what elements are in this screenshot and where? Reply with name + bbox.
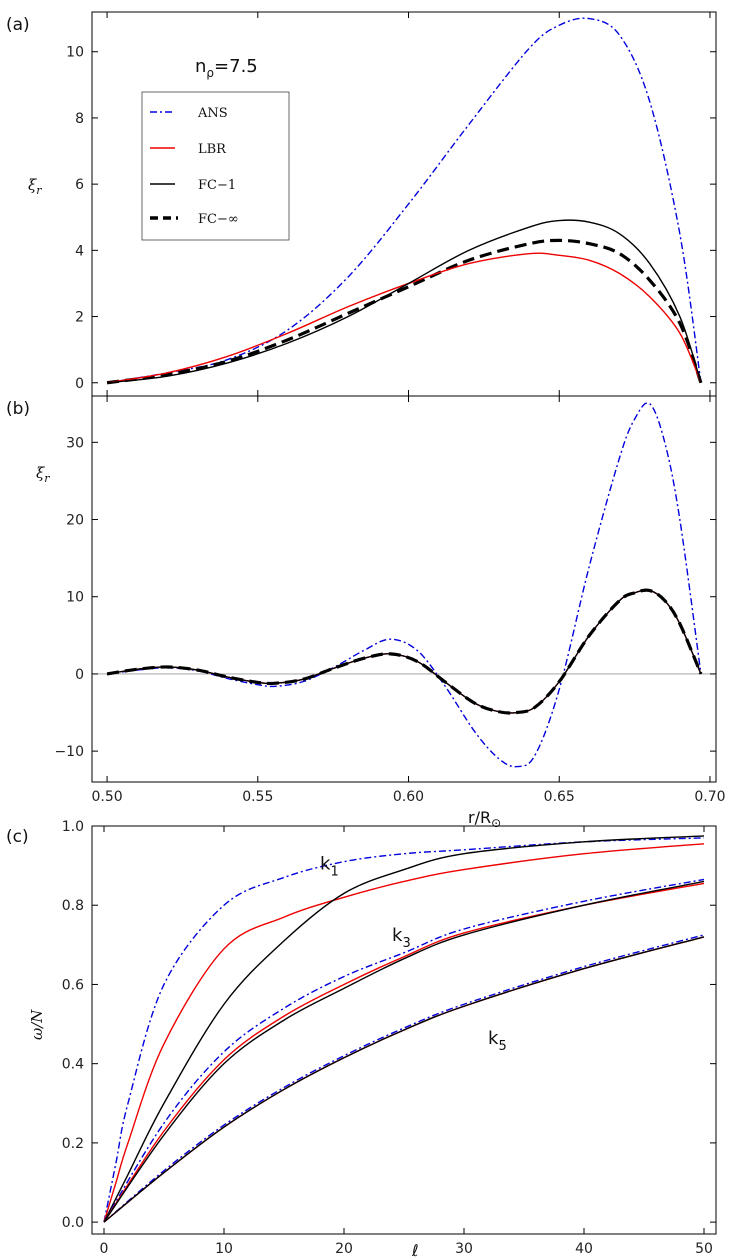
ytick-label: 8 [75, 111, 84, 127]
series-k5-lbr [103, 936, 705, 1223]
legend-label-fc1: FC−1 [198, 178, 236, 193]
panel-c-ylabel: ω/N [28, 1009, 46, 1040]
panel-a: (a) ξr 0 2 4 6 8 10 nρ=7.5 ANS LBR FC−1 FC−∞ [6, 11, 717, 397]
panel-c-xticks: 0 10 20 30 40 50 [100, 826, 713, 1257]
legend-box [141, 91, 290, 241]
panel-b-xticks: 0.50 0.55 0.60 0.65 0.70 [91, 396, 726, 805]
xtick-label: 0.55 [242, 789, 273, 805]
panel-c-annotations: k1 k3 k5 [320, 854, 507, 1054]
annotation-k3: k3 [392, 925, 411, 951]
panel-b-ylabel: ξr [36, 464, 50, 485]
ytick-label: 2 [75, 310, 84, 326]
xtick-label: 0.60 [393, 789, 424, 805]
ytick-label: 0.4 [62, 1057, 84, 1073]
series-k3-fc [103, 880, 705, 1223]
xtick-label: 20 [335, 1241, 353, 1257]
panel-a-ylabel: ξr [28, 176, 42, 197]
panel-a-xticks [106, 12, 711, 396]
series-k1-ans [103, 837, 705, 1223]
legend-label-fcinf: FC−∞ [198, 212, 239, 227]
ytick-label: 10 [66, 45, 84, 61]
legend-label-lbr: LBR [198, 142, 227, 157]
xtick-label: 10 [215, 1241, 233, 1257]
xtick-label: 0.65 [544, 789, 575, 805]
panel-b-frame [91, 395, 717, 783]
ytick-label: 1.0 [62, 819, 84, 835]
ytick-label: 6 [75, 177, 84, 193]
series-fc-1 [106, 219, 702, 384]
xtick-label: 30 [455, 1241, 473, 1257]
panel-b-xlabel: r/R⊙ [468, 808, 501, 830]
ytick-label: 0.6 [62, 977, 84, 993]
series-k5-ans [103, 934, 705, 1223]
ytick-label: 10 [66, 590, 84, 606]
series-ans [106, 402, 702, 768]
ytick-label: 0 [75, 667, 84, 683]
series-fc- [106, 588, 703, 715]
ytick-label: 0.0 [62, 1215, 84, 1231]
panel-a-yticks: 0 2 4 6 8 10 [66, 45, 716, 392]
panel-b-yticks: −10 0 10 20 30 [54, 435, 716, 760]
series-lbr [106, 252, 702, 384]
ytick-label: 0.8 [62, 898, 84, 914]
panel-c-xlabel: ℓ [411, 1241, 419, 1260]
panel-c: (c) ω/N 0.0 0.2 0.4 0.6 0.8 1.0 0 10 20 30 40 50 k… [6, 819, 717, 1260]
panel-c-series [103, 835, 705, 1223]
xtick-label: 0.50 [91, 789, 122, 805]
xtick-label: 50 [695, 1241, 713, 1257]
ytick-label: 4 [75, 243, 84, 259]
series-k3-ans [103, 878, 705, 1223]
annotation-k5: k5 [488, 1028, 507, 1054]
ytick-label: 0.2 [62, 1136, 84, 1152]
panel-a-label: (a) [6, 15, 30, 35]
xtick-label: 0.70 [694, 789, 725, 805]
series-k1-fc [103, 835, 705, 1223]
annotation-k1: k1 [320, 854, 339, 880]
series-k1-lbr [103, 843, 705, 1223]
ytick-label: 20 [66, 513, 84, 529]
panel-b-series [106, 402, 703, 768]
ytick-label: 0 [75, 376, 84, 392]
panel-c-yticks: 0.0 0.2 0.4 0.6 0.8 1.0 [62, 819, 716, 1231]
series-k3-lbr [103, 882, 705, 1223]
xtick-label: 40 [575, 1241, 593, 1257]
panel-b-label: (b) [6, 399, 30, 419]
panel-a-series [106, 17, 703, 385]
panel-c-frame [91, 825, 717, 1235]
xtick-label: 0 [100, 1241, 109, 1257]
ytick-label: −10 [54, 744, 84, 760]
ytick-label: 30 [66, 435, 84, 451]
series-k5-fc [103, 936, 705, 1223]
legend: ANS LBR FC−1 FC−∞ [141, 91, 290, 241]
series-fc- [106, 238, 703, 385]
panel-a-annotation: nρ=7.5 [195, 56, 258, 80]
legend-label-ans: ANS [197, 106, 228, 121]
panel-b: (b) ξr −10 0 10 20 30 0.50 0.55 0.60 0.65 0.70 r… [6, 395, 726, 830]
panel-c-label: (c) [6, 827, 29, 847]
